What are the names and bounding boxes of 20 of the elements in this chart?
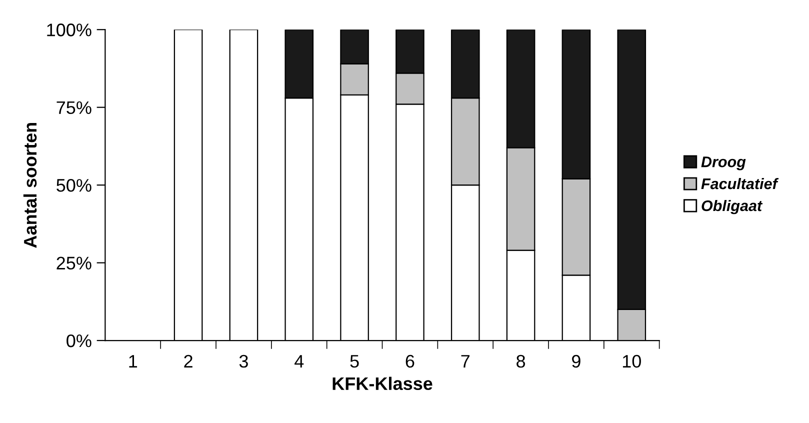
- x-axis-title: KFK-Klasse: [332, 376, 432, 390]
- y-tick-label: 75%: [56, 101, 92, 114]
- x-tick-label: 3: [239, 354, 248, 368]
- x-tick-label: 10: [622, 354, 641, 368]
- x-tick-label: 6: [406, 354, 414, 368]
- legend-label: Droog: [701, 156, 746, 170]
- x-tick-label: 7: [461, 355, 470, 368]
- y-tick-label: 50%: [56, 178, 92, 192]
- legend-label: Obligaat: [702, 200, 763, 214]
- x-tick-label: 2: [184, 354, 192, 368]
- y-axis-title: Aantal soorten: [23, 122, 37, 248]
- y-tick-label: 100%: [47, 24, 92, 36]
- y-tick-label: 25%: [56, 256, 92, 270]
- x-tick-label: 9: [572, 354, 580, 368]
- x-tick-label: 1: [129, 355, 138, 368]
- y-tick-label: 0%: [66, 334, 92, 348]
- x-tick-label: 4: [294, 355, 304, 368]
- x-tick-label: 8: [516, 354, 526, 368]
- legend-label: Facultatief: [701, 178, 779, 190]
- x-tick-label: 5: [350, 355, 359, 368]
